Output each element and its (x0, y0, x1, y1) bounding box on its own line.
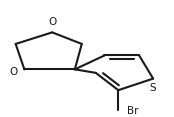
Text: S: S (150, 83, 156, 93)
Text: Br: Br (127, 106, 139, 116)
Text: O: O (48, 17, 56, 27)
Text: O: O (9, 67, 17, 77)
